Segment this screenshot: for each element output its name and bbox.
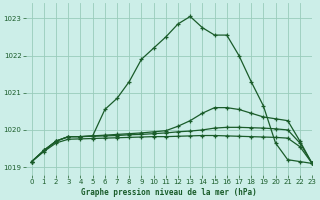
X-axis label: Graphe pression niveau de la mer (hPa): Graphe pression niveau de la mer (hPa): [81, 188, 257, 197]
